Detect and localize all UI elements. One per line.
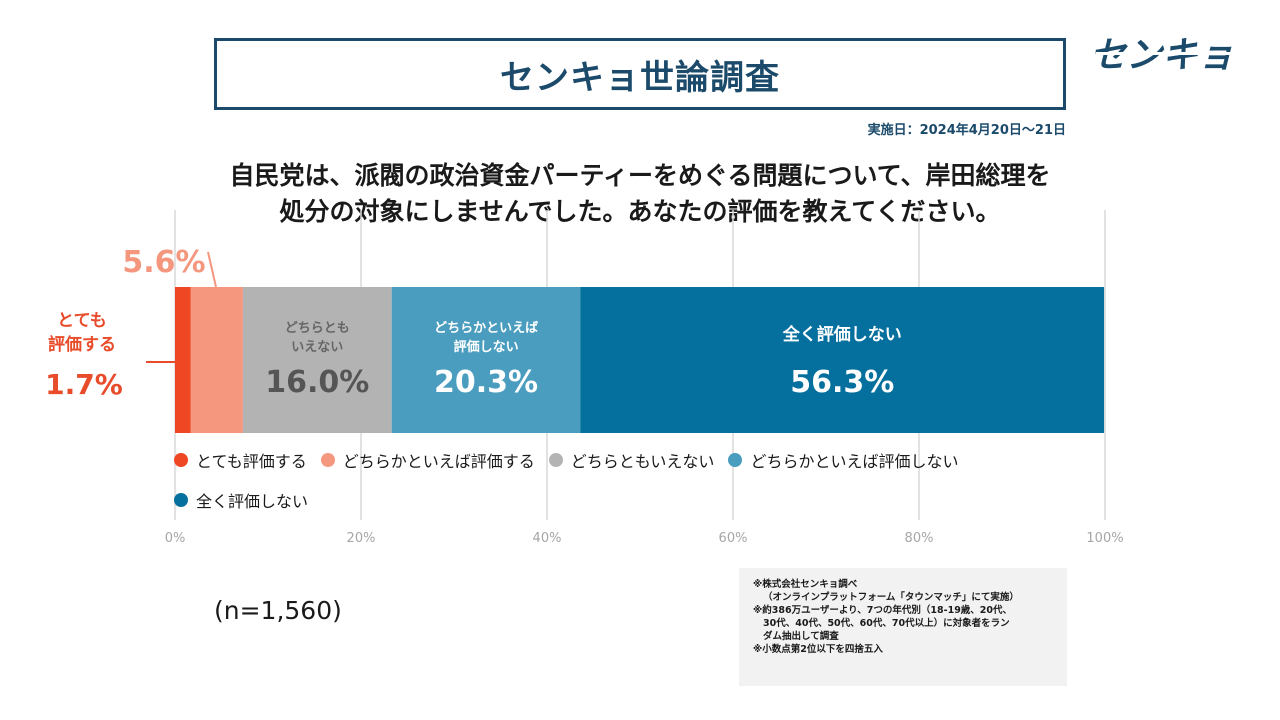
- legend-label: 全く評価しない: [196, 492, 309, 511]
- bar-value-label: 16.0%: [265, 365, 369, 400]
- bar-segment: [391, 287, 581, 433]
- note-line: ※株式会社センキョ調べ: [753, 579, 858, 590]
- note-line: ※小数点第2位以下を四捨五入: [753, 644, 883, 655]
- legend-label: どちらかといえば評価しない: [750, 452, 959, 471]
- legend-swatch: [174, 493, 188, 507]
- legend-label: とても評価する: [196, 452, 307, 471]
- bar-value-label: 20.3%: [434, 365, 538, 400]
- legend-swatch: [174, 453, 188, 467]
- x-tick-label: 100%: [1086, 531, 1123, 546]
- x-tick-label: 60%: [719, 531, 748, 546]
- chart-legend: とても評価する どちらかといえば評価する どちらともいえない どちらかといえば評価しな…: [174, 448, 1074, 512]
- note-line: ダム抽出して調査: [763, 631, 839, 642]
- callout-value-label: 5.6%: [122, 245, 205, 280]
- legend-swatch: [320, 453, 335, 467]
- survey-question: 自民党は、派閥の政治資金パーティーをめぐる問題について、岸田総理を 処分の対象に…: [140, 158, 1140, 230]
- bar-segment: [175, 287, 191, 433]
- legend-swatch: [728, 453, 743, 467]
- survey-notes: ※株式会社センキョ調べ （オンラインプラットフォーム「タウンマッチ」にて実施） ※約…: [739, 568, 1067, 686]
- legend-item: 全く評価しない: [174, 488, 308, 512]
- survey-date: 実施日：2024年4月20日～21日: [867, 123, 1066, 138]
- callout-category-label: とても: [57, 311, 107, 331]
- legend-item: どちらかといえば評価しない: [728, 448, 958, 472]
- sample-size: (n=1,560): [214, 596, 342, 625]
- legend-item: どちらともいえない: [548, 448, 715, 472]
- question-line-2: 処分の対象にしませんでした。あなたの評価を教えてください。: [279, 197, 1001, 226]
- note-line: ※約386万ユーザーより、7つの年代別（18-19歳、20代、: [753, 605, 1013, 616]
- question-line-1: 自民党は、派閥の政治資金パーティーをめぐる問題について、岸田総理を: [229, 161, 1051, 190]
- title-box: センキョ世論調査: [214, 38, 1066, 110]
- bar-category-label: いえない: [291, 340, 343, 355]
- bar-value-label: 56.3%: [790, 365, 894, 400]
- bar-category-label: 評価しない: [454, 339, 519, 355]
- x-tick-label: 0%: [165, 531, 186, 546]
- note-line: 30代、40代、50代、60代、70代以上）に対象者をラン: [763, 618, 1010, 629]
- x-tick-label: 80%: [905, 531, 934, 546]
- x-tick-label: 20%: [347, 531, 376, 546]
- bar-segment: [580, 287, 1105, 433]
- bar-segment: [242, 287, 392, 433]
- page-title: センキョ世論調査: [500, 57, 780, 98]
- callout-category-label: 評価する: [48, 334, 116, 355]
- x-tick-label: 40%: [533, 531, 562, 546]
- callout-value-label: 1.7%: [45, 368, 123, 401]
- legend-label: どちらかといえば評価する: [342, 452, 535, 471]
- legend-item: とても評価する: [174, 448, 307, 472]
- bar-segment: [190, 287, 243, 433]
- legend-label: どちらともいえない: [570, 452, 715, 471]
- bar-category-label: 全く評価しない: [782, 324, 902, 345]
- bar-category-label: どちらとも: [285, 321, 350, 336]
- callout-leader-line: [207, 251, 217, 288]
- note-line: （オンラインプラットフォーム「タウンマッチ」にて実施）: [763, 592, 1019, 603]
- logo-stripe: [1096, 52, 1246, 55]
- legend-swatch: [548, 453, 563, 467]
- legend-item: どちらかといえば評価する: [320, 448, 535, 472]
- bar-category-label: どちらかといえば: [434, 321, 538, 336]
